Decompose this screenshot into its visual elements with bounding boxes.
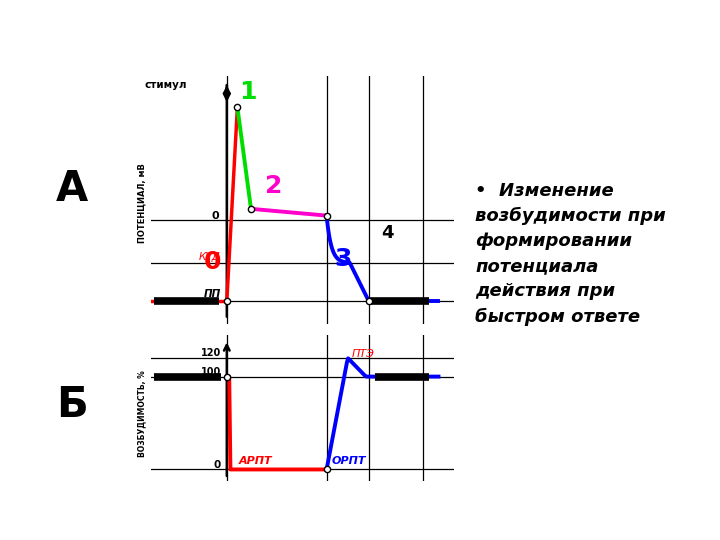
Text: А: А bbox=[56, 168, 88, 210]
Text: 1: 1 bbox=[239, 80, 256, 104]
Text: 0: 0 bbox=[214, 460, 221, 470]
Text: 0: 0 bbox=[212, 211, 220, 221]
Text: 2: 2 bbox=[265, 174, 282, 198]
Text: 120: 120 bbox=[200, 348, 221, 358]
Text: 100: 100 bbox=[200, 367, 221, 377]
Text: Б: Б bbox=[56, 384, 88, 426]
Text: ПТЭ: ПТЭ bbox=[351, 349, 374, 359]
Text: ОРПТ: ОРПТ bbox=[332, 456, 366, 466]
Text: КУД: КУД bbox=[199, 252, 221, 262]
Text: ПОТЕНЦИАЛ, мВ: ПОТЕНЦИАЛ, мВ bbox=[138, 163, 147, 243]
Text: ВОЗБУДИМОСТЬ, %: ВОЗБУДИМОСТЬ, % bbox=[138, 370, 147, 457]
Text: 0: 0 bbox=[204, 249, 222, 274]
Text: 3: 3 bbox=[334, 247, 351, 272]
Text: АРПТ: АРПТ bbox=[239, 456, 273, 466]
Text: •  Изменение
возбудимости при
формировании
потенциала
действия при
быстром ответ: • Изменение возбудимости при формировани… bbox=[475, 182, 666, 326]
Text: 4: 4 bbox=[381, 224, 394, 242]
Text: ПП: ПП bbox=[204, 289, 221, 299]
Text: стимул: стимул bbox=[145, 80, 187, 90]
